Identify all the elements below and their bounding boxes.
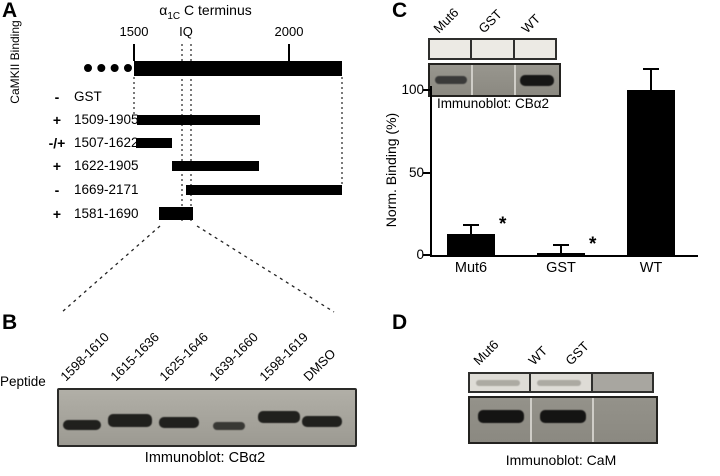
blot-lane (590, 372, 654, 393)
blot-band (540, 410, 586, 423)
binding-symbol: + (52, 206, 62, 222)
cam-blot-strip (468, 396, 658, 444)
lane-label: WT (525, 343, 551, 368)
lane-label: 1598-1610 (57, 329, 112, 384)
lane-label: DMSO (300, 345, 339, 384)
panel-a-title: α1C C terminus (128, 2, 283, 22)
construct-row-1622-1905: + 1622-1905 (0, 157, 360, 175)
y-tick (423, 89, 431, 91)
blot-band (159, 417, 199, 428)
blot-band (108, 414, 152, 427)
scale-tick-2000: 2000 (274, 24, 304, 39)
error-bar-cap (553, 244, 569, 246)
blot-band (478, 410, 524, 423)
x-axis-category: WT (639, 260, 663, 276)
blot-lane (468, 372, 532, 393)
alpha-subscript: 1C (167, 10, 181, 22)
binding-symbol: + (52, 112, 62, 128)
blot-band (63, 420, 101, 430)
y-tick-label: 50 (408, 165, 424, 180)
significance-asterisk: * (589, 234, 597, 255)
construct-name: 1581-1690 (74, 206, 139, 221)
construct-row-1509-1905: + 1509-1905 (0, 111, 360, 129)
error-bar-cap (463, 224, 479, 227)
binding-symbol: - (54, 182, 60, 198)
lane-separator (592, 398, 594, 442)
loading-blot-strip (428, 38, 557, 60)
construct-row-1507-1622: -/+ 1507-1622 (0, 134, 360, 152)
y-tick (423, 172, 431, 174)
construct-name: 1669-2171 (74, 182, 139, 197)
panel-d-label: D (392, 311, 408, 334)
bar-group-wt: WT (627, 0, 675, 276)
panel-b-caption: Immunoblot: CBα2 (144, 450, 266, 466)
blot-band (258, 411, 300, 423)
significance-asterisk: * (499, 214, 507, 236)
panel-c-label: C (392, 0, 408, 22)
panel-d-caption: Immunoblot: CaM (505, 452, 617, 468)
y-axis (430, 86, 432, 257)
blot-band (435, 76, 467, 84)
lane-separator (471, 65, 473, 95)
blot-band (537, 380, 582, 386)
bar-group-gst: * GST (537, 0, 596, 276)
construct-row-gst: - GST (0, 88, 360, 106)
lane-separator (514, 65, 516, 95)
construct-bar (186, 185, 342, 195)
western-blot-b (57, 388, 357, 447)
lane-separator (530, 398, 532, 442)
y-tick-label: 100 (401, 82, 424, 97)
c-terminus-bar (134, 61, 342, 76)
construct-name: 1622-1905 (74, 158, 139, 173)
x-axis (430, 255, 698, 257)
construct-bar (136, 138, 172, 148)
construct-row-1669-2171: - 1669-2171 (0, 181, 360, 199)
lane-label: 1615-1636 (107, 329, 162, 384)
binding-symbol: -/+ (48, 135, 66, 151)
panel-c-blot-caption: Immunoblot: CBα2 (436, 96, 550, 111)
lane-label: GST (562, 338, 592, 368)
construct-name: GST (74, 89, 102, 104)
blot-lane (512, 38, 557, 60)
y-tick-label: 0 (416, 247, 424, 262)
blot-band (520, 75, 554, 86)
peptide-row-label: Peptide (0, 374, 46, 389)
chart-bar (447, 234, 495, 256)
x-axis-category: Mut6 (454, 260, 488, 276)
construct-name: 1507-1622 (74, 135, 139, 150)
loading-blot-strip (468, 372, 654, 393)
blot-band (302, 416, 342, 427)
panel-a-label: A (2, 0, 18, 22)
construct-row-1581-1690: + 1581-1690 (0, 205, 360, 223)
alpha-symbol: α (159, 2, 168, 18)
error-bar-cap (643, 68, 659, 71)
error-bar (560, 246, 562, 253)
title-rest: C terminus (180, 2, 252, 18)
construct-bar (171, 161, 260, 171)
iq-motif-label: IQ (179, 24, 193, 39)
scale-tick-1500: 1500 (119, 24, 149, 39)
binding-symbol: + (52, 158, 62, 174)
x-axis-category: GST (546, 260, 576, 276)
panel-b-label: B (2, 311, 18, 334)
blot-lane (529, 372, 593, 393)
chart-bar (537, 252, 585, 256)
binding-blot-strip (428, 63, 561, 97)
construct-bar (136, 115, 260, 125)
truncation-dots (84, 64, 132, 72)
construct-name: 1509-1905 (74, 112, 139, 127)
construct-bar (159, 207, 193, 220)
lane-label: Mut6 (470, 336, 502, 368)
bar-group-mut6: * Mut6 (447, 0, 506, 276)
blot-band (213, 422, 245, 430)
lane-label: 1625-1646 (156, 329, 211, 384)
lane-label: 1639-1660 (206, 329, 261, 384)
blot-band (476, 380, 520, 386)
y-tick (423, 254, 431, 256)
chart-bar (627, 90, 675, 256)
error-bar (650, 70, 652, 90)
error-bar (470, 226, 472, 235)
binding-symbol: - (54, 89, 60, 105)
